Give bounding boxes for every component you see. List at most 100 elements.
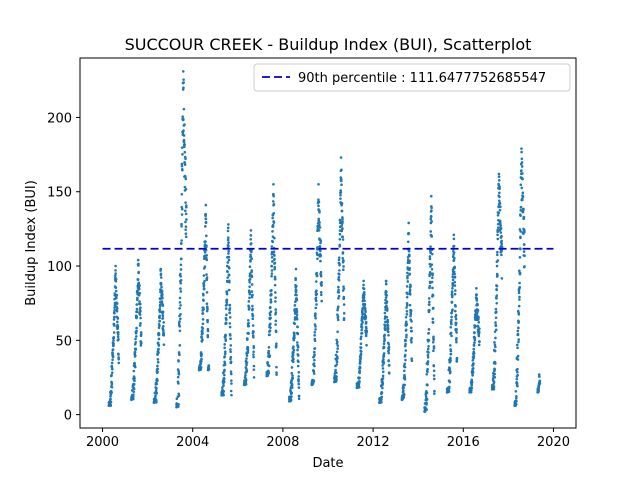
data-point bbox=[184, 235, 188, 239]
data-point bbox=[386, 324, 390, 327]
data-point bbox=[472, 356, 475, 360]
data-point bbox=[250, 257, 253, 261]
data-point bbox=[205, 253, 208, 257]
data-point bbox=[383, 338, 386, 342]
data-point bbox=[229, 344, 233, 347]
data-point bbox=[275, 365, 278, 369]
data-point bbox=[294, 278, 297, 282]
data-point bbox=[454, 304, 457, 308]
data-point bbox=[155, 399, 158, 403]
data-point bbox=[177, 382, 180, 385]
data-point bbox=[290, 371, 294, 375]
data-point bbox=[522, 250, 526, 253]
data-point bbox=[406, 280, 410, 283]
data-point bbox=[184, 220, 187, 224]
data-point bbox=[229, 355, 233, 359]
data-point bbox=[312, 379, 316, 383]
data-point bbox=[113, 312, 116, 315]
data-point bbox=[293, 318, 297, 321]
data-point bbox=[270, 274, 273, 278]
data-point bbox=[115, 293, 119, 297]
data-point bbox=[246, 346, 250, 349]
data-point bbox=[451, 282, 455, 286]
data-point bbox=[338, 237, 342, 241]
data-point bbox=[183, 123, 186, 126]
data-point bbox=[475, 287, 478, 290]
data-point bbox=[177, 394, 181, 397]
data-point bbox=[225, 292, 229, 296]
data-point bbox=[184, 175, 187, 179]
data-point bbox=[155, 391, 158, 395]
data-point bbox=[222, 390, 225, 393]
data-point bbox=[271, 240, 275, 244]
data-point bbox=[230, 382, 233, 385]
data-point bbox=[521, 198, 524, 202]
data-point bbox=[181, 131, 185, 135]
data-point bbox=[139, 306, 142, 309]
data-point bbox=[133, 351, 137, 354]
data-point bbox=[272, 183, 275, 186]
data-point bbox=[179, 304, 182, 307]
data-point bbox=[342, 265, 345, 268]
data-point bbox=[206, 319, 209, 322]
data-point bbox=[433, 389, 436, 393]
data-point bbox=[362, 290, 366, 294]
data-point bbox=[297, 382, 301, 386]
data-point bbox=[360, 331, 364, 335]
data-points bbox=[107, 70, 542, 413]
data-point bbox=[112, 336, 116, 339]
data-point bbox=[177, 372, 181, 376]
data-point bbox=[500, 253, 503, 257]
data-point bbox=[158, 319, 162, 323]
data-point bbox=[364, 332, 368, 336]
data-point bbox=[317, 198, 320, 202]
data-point bbox=[381, 370, 385, 374]
data-point bbox=[385, 315, 389, 319]
data-point bbox=[230, 393, 233, 397]
data-point bbox=[320, 280, 323, 284]
data-point bbox=[156, 379, 159, 382]
data-point bbox=[272, 212, 276, 215]
data-point bbox=[226, 261, 230, 264]
data-point bbox=[184, 228, 187, 231]
data-point bbox=[430, 263, 434, 266]
data-point bbox=[517, 291, 521, 295]
data-point bbox=[158, 314, 161, 318]
x-axis-label: Date bbox=[312, 456, 343, 471]
data-point bbox=[428, 255, 432, 258]
data-point bbox=[245, 363, 248, 367]
data-point bbox=[516, 370, 519, 374]
data-point bbox=[269, 298, 273, 301]
data-point bbox=[316, 253, 320, 257]
data-point bbox=[247, 324, 251, 328]
data-point bbox=[247, 318, 250, 322]
data-point bbox=[340, 209, 344, 213]
data-point bbox=[455, 359, 459, 363]
data-point bbox=[201, 338, 204, 341]
data-point bbox=[515, 377, 519, 381]
data-point bbox=[177, 359, 180, 363]
data-point bbox=[405, 322, 409, 326]
data-point bbox=[426, 360, 430, 363]
data-point bbox=[225, 318, 228, 321]
data-point bbox=[296, 348, 299, 352]
data-point bbox=[205, 302, 209, 306]
y-axis-label: Buildup Index (BUI) bbox=[24, 180, 39, 306]
data-point bbox=[339, 190, 343, 194]
data-point bbox=[160, 289, 164, 293]
data-point bbox=[248, 296, 251, 300]
data-point bbox=[290, 383, 294, 386]
data-point bbox=[221, 386, 224, 389]
data-point bbox=[473, 331, 476, 335]
data-point bbox=[247, 300, 251, 303]
data-point bbox=[363, 293, 366, 296]
data-point bbox=[157, 333, 161, 336]
y-tick-label: 200 bbox=[47, 111, 72, 126]
data-point bbox=[341, 268, 345, 272]
data-point bbox=[383, 311, 387, 315]
data-point bbox=[110, 385, 114, 389]
data-point bbox=[139, 309, 142, 313]
data-point bbox=[161, 296, 164, 300]
data-point bbox=[319, 293, 323, 297]
data-point bbox=[382, 352, 386, 355]
